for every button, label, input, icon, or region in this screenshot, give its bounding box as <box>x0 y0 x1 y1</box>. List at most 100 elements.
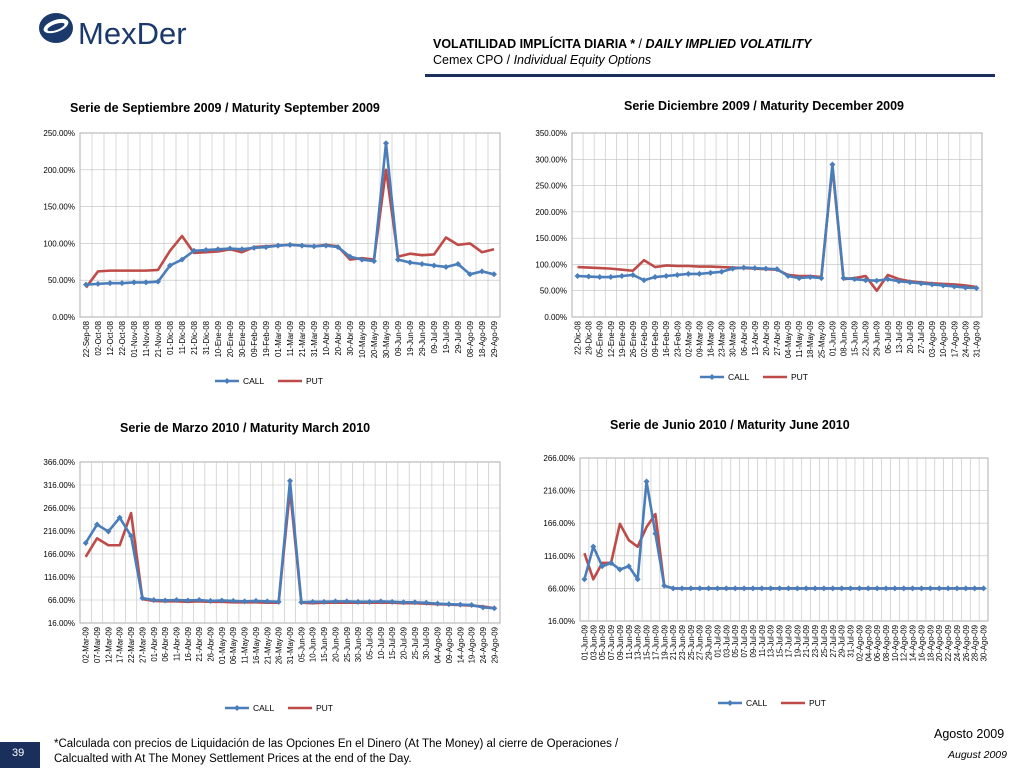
x-tick-label: 21-Dic-08 <box>190 321 199 355</box>
chart-svg: Serie de Junio 2010 / Maturity June 2010… <box>543 418 988 708</box>
data-point-call <box>287 241 293 248</box>
data-point-call <box>251 244 257 251</box>
x-tick-label: 30-Mar-09 <box>729 321 738 357</box>
chart-title: Serie de Septiembre 2009 / Maturity Sept… <box>70 101 380 115</box>
data-point-call <box>918 280 925 287</box>
x-tick-label: 20-Jul-09 <box>906 321 915 354</box>
x-tick-label: 10-May-09 <box>358 321 367 358</box>
x-tick-label: 23-Jul-09 <box>811 625 820 658</box>
x-tick-label: 20-May-09 <box>370 321 379 358</box>
data-point-call <box>347 253 353 260</box>
data-point-call <box>323 242 329 249</box>
x-tick-label: 20-Abr-09 <box>762 321 771 356</box>
data-point-call <box>215 246 221 253</box>
x-tick-label: 07-Mar-09 <box>93 627 102 663</box>
legend-label-put: PUT <box>809 698 826 708</box>
y-tick-label: 66.00% <box>548 584 575 593</box>
data-point-call <box>607 274 614 281</box>
x-tick-label: 31-Jul-09 <box>847 625 856 658</box>
x-tick-label: 18-May-09 <box>806 321 815 358</box>
data-point-call <box>119 280 125 287</box>
data-point-call <box>264 598 271 605</box>
x-tick-label: 09-Jul-09 <box>749 625 758 658</box>
x-tick-label: 09-Ago-09 <box>445 627 454 663</box>
x-tick-label: 03-Jun-09 <box>589 625 598 660</box>
data-point-call <box>355 598 362 605</box>
data-point-call <box>445 601 452 608</box>
x-tick-label: 01-Jun-09 <box>828 321 837 356</box>
x-tick-label: 19-Jul-09 <box>442 321 451 354</box>
data-point-call <box>687 585 694 592</box>
plot-area <box>79 132 501 318</box>
data-point-call <box>980 585 987 592</box>
x-tick-label: 16-May-09 <box>252 627 261 664</box>
data-point-call <box>616 566 623 573</box>
data-point-call <box>685 270 692 277</box>
data-point-call <box>167 262 173 269</box>
x-tick-label: 25-Jul-09 <box>411 627 420 660</box>
x-tick-label: 29-Ago-09 <box>490 321 499 357</box>
data-point-call <box>856 585 863 592</box>
x-tick-label: 09-Jul-09 <box>430 321 439 354</box>
x-tick-label: 26-Abr-09 <box>207 627 216 662</box>
x-tick-label: 15-Jun-09 <box>320 627 329 662</box>
data-point-call <box>230 597 237 604</box>
chart-title: Serie Diciembre 2009 / Maturity December… <box>624 99 904 113</box>
mexder-logo: MexDer <box>36 8 206 56</box>
data-point-call <box>927 585 934 592</box>
x-tick-label: 25-May-09 <box>817 321 826 358</box>
y-tick-label: 0.00% <box>52 313 75 322</box>
data-point-call <box>423 599 430 606</box>
data-point-call <box>203 247 209 254</box>
data-point-call <box>95 280 101 287</box>
x-tick-label: 05-Jun-09 <box>297 627 306 662</box>
x-tick-label: 18-Ago-09 <box>926 625 935 661</box>
x-tick-label: 29-Jun-09 <box>873 321 882 356</box>
data-point-call <box>884 276 891 283</box>
data-point-call <box>929 281 936 288</box>
chart-title: Serie de Marzo 2010 / Maturity March 201… <box>120 421 370 435</box>
data-point-call <box>883 585 889 592</box>
y-tick-label: 200.00% <box>43 166 75 175</box>
data-point-call <box>389 598 396 605</box>
data-point-call <box>940 282 947 289</box>
data-point-call <box>298 599 305 606</box>
x-tick-label: 09-Jun-09 <box>394 321 403 356</box>
data-point-call <box>618 272 625 279</box>
y-tick-label: 116.00% <box>544 552 575 561</box>
data-point-call <box>94 521 101 528</box>
data-point-call <box>767 585 774 592</box>
x-tick-label: 19-Jul-09 <box>793 625 802 658</box>
x-tick-label: 08-Jun-09 <box>839 321 848 356</box>
x-tick-label: 01-Nov-08 <box>130 321 139 357</box>
x-tick-label: 31-May-09 <box>286 627 295 664</box>
x-tick-label: 02-Ago-09 <box>855 625 864 661</box>
page-title: VOLATILIDAD IMPLÍCITA DIARIA * / DAILY I… <box>433 37 812 51</box>
y-tick-label: 166.00% <box>43 550 75 559</box>
x-tick-label: 22-Dic-08 <box>574 321 583 355</box>
x-tick-label: 22-Ago-09 <box>944 625 953 661</box>
data-point-call <box>751 265 758 272</box>
data-point-call <box>366 598 373 605</box>
x-tick-label: 09-Mar-09 <box>695 321 704 357</box>
data-point-call <box>457 601 464 608</box>
x-tick-label: 20-Jul-09 <box>400 627 409 660</box>
data-point-call <box>143 279 149 286</box>
x-tick-label: 13-Jul-09 <box>895 321 904 354</box>
data-point-call <box>895 278 902 285</box>
legend-marker-call <box>709 374 715 380</box>
data-point-call <box>434 600 441 607</box>
y-tick-label: 0.00% <box>544 313 567 322</box>
data-point-call <box>162 597 169 604</box>
x-tick-label: 20-Jun-09 <box>331 627 340 662</box>
data-point-call <box>179 256 185 263</box>
data-point-call <box>776 585 783 592</box>
data-point-call <box>596 274 603 281</box>
x-tick-label: 19-Ago-09 <box>468 627 477 663</box>
data-point-call <box>608 559 615 566</box>
x-tick-label: 21-May-09 <box>263 627 272 664</box>
x-tick-label: 29-Jul-09 <box>838 625 847 658</box>
data-point-call <box>652 530 659 537</box>
y-tick-label: 216.00% <box>543 487 575 496</box>
chart-title: Serie de Junio 2010 / Maturity June 2010 <box>610 418 850 432</box>
